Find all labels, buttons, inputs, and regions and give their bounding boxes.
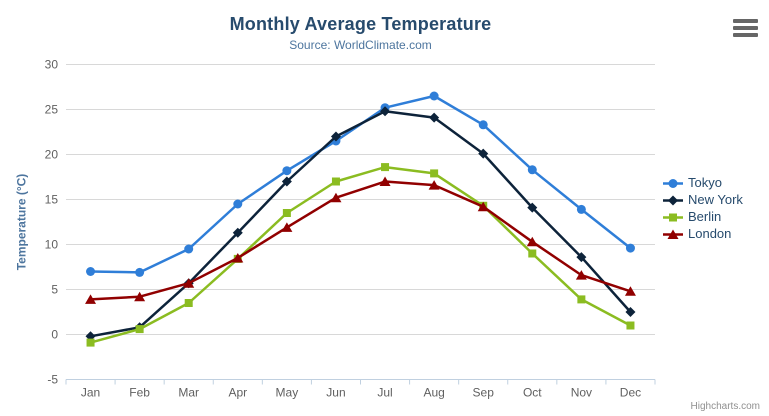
data-point-tokyo[interactable] xyxy=(527,165,537,175)
hamburger-menu-icon xyxy=(733,19,758,23)
data-point-tokyo[interactable] xyxy=(135,267,145,277)
data-point-london[interactable] xyxy=(379,176,391,187)
legend-marker xyxy=(668,178,678,188)
data-point-tokyo[interactable] xyxy=(625,243,635,253)
x-axis-label: Sep xyxy=(473,386,495,400)
data-point-new-york[interactable] xyxy=(281,176,292,187)
data-point-berlin[interactable] xyxy=(331,177,340,186)
legend-label: Tokyo xyxy=(688,175,722,190)
data-point-berlin[interactable] xyxy=(626,321,635,330)
y-axis-label: 0 xyxy=(51,328,58,342)
triangle-series-icon xyxy=(663,229,683,239)
data-point-tokyo[interactable] xyxy=(184,244,194,254)
data-point-tokyo[interactable] xyxy=(576,204,586,214)
legend-item-london[interactable]: London xyxy=(663,227,767,241)
legend-item-new-york[interactable]: New York xyxy=(663,193,767,207)
square-series-icon xyxy=(663,213,683,221)
data-point-new-york[interactable] xyxy=(527,202,538,213)
circle-series-icon xyxy=(663,178,683,188)
export-menu-button[interactable] xyxy=(733,19,758,37)
legend-item-tokyo[interactable]: Tokyo xyxy=(663,176,767,190)
data-point-tokyo[interactable] xyxy=(478,120,488,130)
data-point-berlin[interactable] xyxy=(381,163,390,172)
diamond-series-icon xyxy=(663,195,683,205)
data-point-berlin[interactable] xyxy=(282,209,291,217)
data-point-london[interactable] xyxy=(134,291,146,302)
y-axis-label: -5 xyxy=(47,373,58,387)
data-point-london[interactable] xyxy=(575,270,587,280)
data-point-london[interactable] xyxy=(85,294,97,304)
data-point-berlin[interactable] xyxy=(86,338,95,347)
data-point-tokyo[interactable] xyxy=(282,166,292,176)
data-point-tokyo[interactable] xyxy=(86,267,96,276)
data-point-london[interactable] xyxy=(624,286,636,296)
data-point-berlin[interactable] xyxy=(135,325,144,334)
legend-marker xyxy=(669,213,677,221)
legend: Tokyo New York Berlin London xyxy=(663,176,767,241)
data-point-london[interactable] xyxy=(232,253,244,263)
x-axis-label: Aug xyxy=(423,386,444,400)
x-axis-label: Jun xyxy=(326,386,345,400)
series-line-london xyxy=(89,180,632,301)
x-axis-label: Jan xyxy=(81,386,100,400)
x-axis-label: Feb xyxy=(129,386,150,400)
x-axis-label: May xyxy=(276,386,299,400)
series-line-berlin xyxy=(89,165,632,344)
legend-marker xyxy=(668,195,678,205)
data-point-new-york[interactable] xyxy=(478,148,489,159)
data-point-berlin[interactable] xyxy=(430,169,439,178)
data-point-london[interactable] xyxy=(183,278,195,288)
series-line-new-york xyxy=(89,110,632,338)
legend-label: New York xyxy=(688,192,743,207)
series-line-tokyo xyxy=(89,94,632,274)
data-point-berlin[interactable] xyxy=(577,295,586,304)
chart-title: Monthly Average Temperature xyxy=(229,14,492,34)
data-point-new-york[interactable] xyxy=(330,131,341,142)
data-point-london[interactable] xyxy=(281,222,293,232)
data-point-berlin[interactable] xyxy=(184,299,193,307)
data-point-london[interactable] xyxy=(428,180,440,190)
x-axis-label: Nov xyxy=(571,386,592,400)
data-point-london[interactable] xyxy=(526,236,538,247)
data-point-new-york[interactable] xyxy=(429,112,440,123)
data-point-london[interactable] xyxy=(330,192,342,203)
data-point-new-york[interactable] xyxy=(625,307,636,317)
legend-label: Berlin xyxy=(688,209,722,224)
x-axis-label: Apr xyxy=(228,386,247,400)
x-axis-label: Dec xyxy=(620,386,641,400)
data-point-new-york[interactable] xyxy=(380,106,391,117)
data-point-tokyo[interactable] xyxy=(233,199,243,209)
y-axis-label: 5 xyxy=(51,283,58,297)
data-point-london[interactable] xyxy=(477,201,489,212)
data-point-tokyo[interactable] xyxy=(429,91,439,101)
x-axis-label: Jul xyxy=(377,386,392,400)
data-point-new-york[interactable] xyxy=(576,252,587,263)
legend-label: London xyxy=(688,226,732,241)
data-point-berlin[interactable] xyxy=(528,249,537,258)
x-axis-label: Oct xyxy=(523,386,542,400)
y-axis-label: 10 xyxy=(45,238,59,252)
data-point-new-york[interactable] xyxy=(232,227,243,238)
x-axis-label: Mar xyxy=(178,386,199,400)
highcharts-credit[interactable]: Highcharts.com xyxy=(690,401,760,412)
legend-item-berlin[interactable]: Berlin xyxy=(663,210,767,224)
chart-subtitle: Source: WorldClimate.com xyxy=(289,38,432,52)
legend-marker xyxy=(667,229,679,239)
y-axis-label: 15 xyxy=(45,193,59,207)
y-axis-label: 20 xyxy=(45,148,59,162)
y-axis-label: 25 xyxy=(45,103,59,117)
y-axis-label: 30 xyxy=(45,58,59,72)
